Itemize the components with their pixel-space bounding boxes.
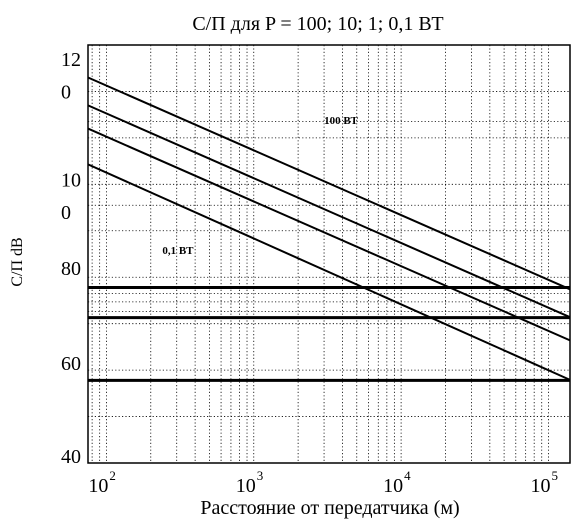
series-line bbox=[87, 104, 571, 319]
x-tick-labels: 10 2 10 3 10 4 10 5 bbox=[88, 468, 558, 497]
series-line bbox=[87, 76, 571, 291]
annotations: 100 ВТ 0,1 ВТ bbox=[162, 115, 358, 257]
y-tick-label: 12 bbox=[61, 49, 81, 71]
plot-frame bbox=[87, 44, 571, 464]
horizontal-lines bbox=[88, 285, 570, 382]
series-line bbox=[87, 127, 571, 342]
y-tick-label: 40 bbox=[61, 446, 81, 468]
x-tick-exponent: 2 bbox=[109, 468, 116, 483]
x-tick-exponent: 5 bbox=[551, 468, 558, 483]
chart-title: С/П для P = 100; 10; 1; 0,1 ВТ bbox=[192, 13, 443, 35]
x-axis-label: Расстояние от передатчика (м) bbox=[200, 497, 459, 519]
y-tick-label: 0 bbox=[61, 81, 71, 103]
x-tick-label: 10 bbox=[530, 475, 550, 497]
x-tick-exponent: 3 bbox=[257, 468, 264, 483]
y-tick-label: 0 bbox=[61, 202, 71, 224]
annotation-label: 0,1 ВТ bbox=[162, 245, 194, 257]
annotation-label: 100 ВТ bbox=[324, 115, 358, 127]
x-tick-label: 10 bbox=[236, 475, 256, 497]
x-tick-label: 10 bbox=[88, 475, 108, 497]
grid bbox=[88, 45, 570, 463]
y-axis-label: С/П dB bbox=[9, 237, 26, 286]
x-tick-label: 10 bbox=[383, 475, 403, 497]
y-tick-label: 80 bbox=[61, 258, 81, 280]
y-tick-label: 10 bbox=[61, 170, 81, 192]
x-tick-exponent: 4 bbox=[404, 468, 411, 483]
y-tick-label: 60 bbox=[61, 353, 81, 375]
series-line bbox=[87, 163, 571, 381]
series-lines bbox=[87, 76, 571, 381]
